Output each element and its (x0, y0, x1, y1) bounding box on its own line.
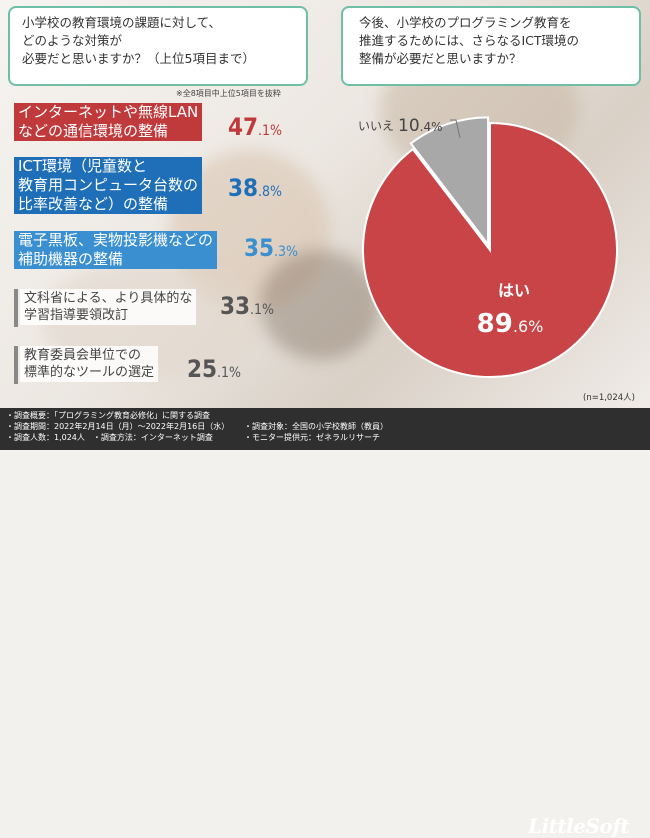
littlesoft-logo: LittleSoft (528, 814, 630, 838)
item-label-line: 教育用コンピュータ台数の (18, 176, 199, 194)
value-dec: .1% (250, 302, 275, 318)
ranking-item-4: 文科省による、より具体的な 学習指導要領改訂 (20, 289, 262, 325)
footer-col-1: ・調査概要：「プログラミング教育必修化」に関する調査 ・調査期間：2022年2月… (6, 410, 229, 443)
pie-chart: はい 89.6% いいえ 10.4% (340, 100, 640, 400)
pie-callout-line (450, 119, 461, 139)
right-question-line: 今後、小学校のプログラミング教育を (359, 15, 572, 30)
ranking-item-3: 電子黒板、実物投影機などの 補助機器の整備 (14, 231, 256, 269)
sample-size: (n=1,024人) (583, 393, 635, 403)
item-value-4: 33.1% (220, 292, 274, 320)
left-question-line: 必要だと思いますか？（上位5項目まで） (22, 51, 255, 66)
ranking-item-2: ICT環境（児童数と 教育用コンピュータ台数の 比率改善など）の整備 (14, 157, 256, 214)
footnote: ※全8項目中上位5項目を抜粋 (176, 89, 281, 98)
value-dec: .1% (258, 123, 283, 139)
item-label: 教育委員会単位での 標準的なツールの選定 (20, 346, 159, 382)
left-question-line: 小学校の教育環境の課題に対して、 (22, 15, 222, 30)
value-dec: .3% (274, 244, 299, 260)
footer-line: ・モニター提供元：ゼネラルリサーチ (244, 433, 380, 442)
footer-col-2: ・調査対象：全国の小学校教師（教員） ・モニター提供元：ゼネラルリサーチ (244, 421, 388, 443)
ranking-item-5: 教育委員会単位での 標準的なツールの選定 (20, 346, 262, 382)
item-accent-bar (14, 289, 18, 327)
value-int: 33 (220, 292, 251, 320)
item-label-line: インターネットや無線LAN (18, 103, 199, 121)
pie-label-yes-value: 89.6% (477, 309, 544, 339)
value-dec: .1% (217, 365, 242, 381)
item-value-1: 47.1% (228, 113, 282, 141)
footer-line: ・調査期間：2022年2月14日（月）～2022年2月16日（水） (6, 422, 230, 431)
left-question-box: 小学校の教育環境の課題に対して、 どのような対策が 必要だと思いますか？（上位5… (8, 6, 308, 86)
pie-label-no-name: いいえ (358, 119, 394, 133)
right-question-box: 今後、小学校のプログラミング教育を 推進するためには、さらなるICT環境の 整備… (341, 6, 641, 86)
pie-label-yes-name: はい (498, 281, 530, 300)
value-int: 25 (187, 355, 218, 383)
right-question-line: 整備が必要だと思いますか？ (359, 51, 522, 66)
item-label-line: 文科省による、より具体的な (24, 291, 193, 306)
pie-slice-yes (362, 121, 618, 378)
footer: ・調査概要：「プログラミング教育必修化」に関する調査 ・調査期間：2022年2月… (0, 408, 650, 836)
item-label-line: 学習指導要領改訂 (24, 308, 129, 323)
item-label-line: 教育委員会単位での (24, 348, 142, 363)
item-label-line: ICT環境（児童数と (18, 157, 148, 175)
photo-blob (260, 250, 380, 360)
footer-line: ・調査概要：「プログラミング教育必修化」に関する調査 (6, 411, 210, 420)
item-label-line: 比率改善など）の整備 (18, 195, 169, 213)
item-label-line: 補助機器の整備 (18, 250, 124, 268)
ranking-item-1: インターネットや無線LAN などの通信環境の整備 (14, 103, 256, 141)
value-int: 35 (244, 234, 275, 262)
item-label-line: 標準的なツールの選定 (24, 365, 155, 380)
item-label: インターネットや無線LAN などの通信環境の整備 (14, 103, 203, 141)
left-question-line: どのような対策が (22, 33, 123, 48)
footer-line: ・調査対象：全国の小学校教師（教員） (244, 422, 388, 431)
item-value-5: 25.1% (187, 355, 241, 383)
item-accent-bar (14, 346, 18, 384)
pie-slice-no (409, 116, 490, 248)
item-value-3: 35.3% (244, 234, 298, 262)
value-dec: .8% (258, 184, 283, 200)
item-label: 文科省による、より具体的な 学習指導要領改訂 (20, 289, 197, 325)
pie-svg: はい 89.6% いいえ 10.4% (358, 116, 618, 378)
pie-label-no-value: 10.4% (398, 116, 443, 136)
item-label-line: などの通信環境の整備 (18, 122, 169, 140)
item-label-line: 電子黒板、実物投影機などの (18, 231, 214, 249)
footer-line: ・調査人数：1,024人 ・調査方法：インターネット調査 (6, 433, 213, 442)
item-label: 電子黒板、実物投影機などの 補助機器の整備 (14, 231, 218, 269)
item-value-2: 38.8% (228, 174, 282, 202)
value-int: 38 (228, 174, 259, 202)
right-question-line: 推進するためには、さらなるICT環境の (359, 33, 580, 48)
value-int: 47 (228, 113, 259, 141)
item-label: ICT環境（児童数と 教育用コンピュータ台数の 比率改善など）の整備 (14, 157, 203, 214)
